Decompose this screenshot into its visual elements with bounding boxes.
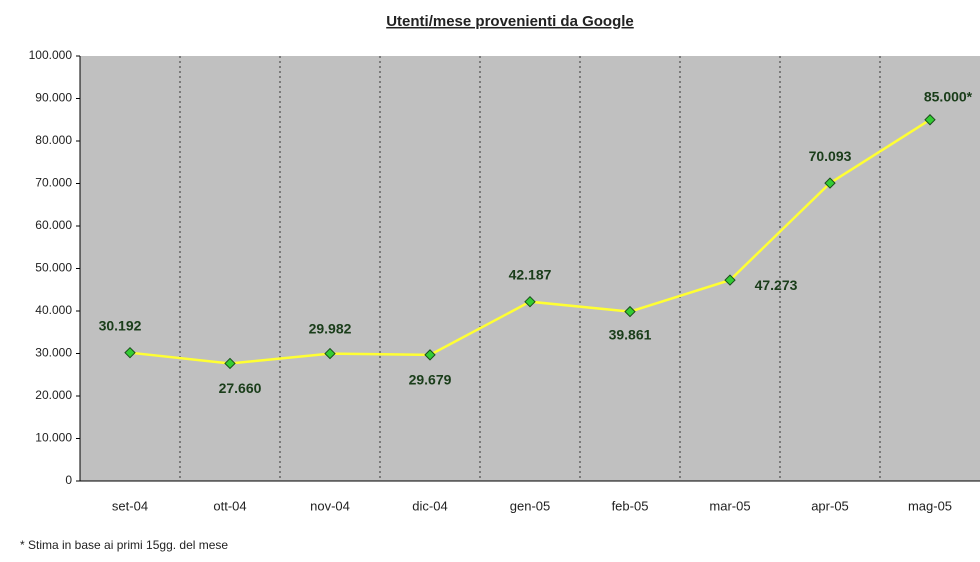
data-point: [124, 346, 136, 359]
data-label: 30.192: [99, 317, 142, 333]
y-tick-label: 70.000: [35, 176, 72, 190]
data-label: 85.000*: [924, 88, 973, 104]
y-tick-label: 10.000: [35, 431, 72, 445]
data-label: 39.861: [609, 326, 652, 342]
data-point: [724, 274, 736, 286]
x-tick-label: ott-04: [213, 498, 246, 513]
x-tick-label: mag-05: [908, 498, 952, 513]
data-point: [224, 357, 236, 370]
y-tick-label: 80.000: [35, 133, 72, 147]
y-tick-label: 60.000: [35, 218, 72, 232]
x-tick-label: mar-05: [709, 498, 750, 513]
x-tick-label: dic-04: [412, 498, 447, 513]
data-point: [824, 177, 836, 189]
x-tick-label: apr-05: [811, 498, 849, 513]
chart-title: Utenti/mese provenienti da Google: [386, 13, 634, 30]
y-tick-label: 0: [65, 473, 72, 487]
data-label: 29.982: [309, 320, 352, 336]
y-tick-label: 100.000: [29, 48, 73, 62]
data-point: [524, 295, 536, 308]
x-tick-label: nov-04: [310, 498, 350, 513]
plot-area: [80, 56, 980, 481]
data-label: 70.093: [809, 148, 852, 164]
y-tick-label: 40.000: [35, 303, 72, 317]
y-tick-label: 20.000: [35, 388, 72, 402]
x-tick-label: feb-05: [612, 498, 649, 513]
x-tick-label: set-04: [112, 498, 148, 513]
y-tick-label: 50.000: [35, 261, 72, 275]
data-point: [324, 347, 336, 360]
data-point: [924, 114, 936, 126]
y-tick-label: 90.000: [35, 91, 72, 105]
data-label: 42.187: [509, 266, 552, 282]
data-point: [424, 349, 436, 361]
footnote: * Stima in base ai primi 15gg. del mese: [20, 538, 228, 552]
data-label: 29.679: [409, 372, 452, 388]
data-label: 47.273: [755, 277, 798, 293]
data-label: 27.660: [219, 380, 262, 396]
data-point: [624, 305, 636, 318]
x-tick-label: gen-05: [510, 498, 550, 513]
y-tick-label: 30.000: [35, 346, 72, 360]
